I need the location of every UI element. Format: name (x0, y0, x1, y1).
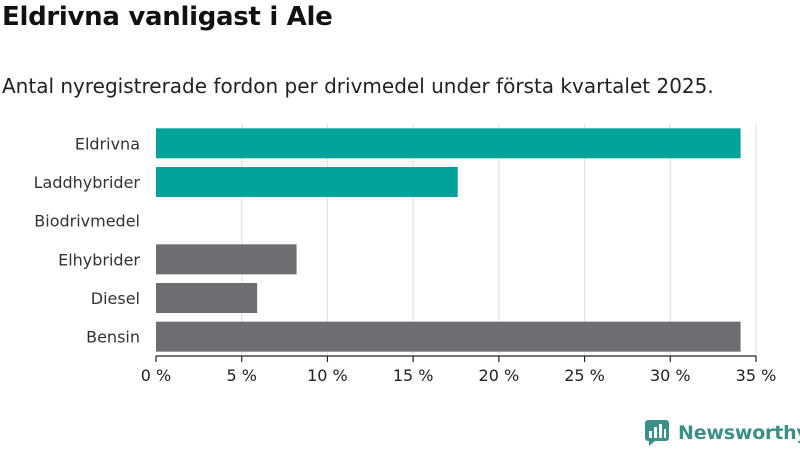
x-tick-label: 10 % (307, 366, 348, 385)
x-tick-label: 5 % (226, 366, 256, 385)
newsworthy-logo: Newsworthy (644, 419, 800, 447)
x-tick-label: 30 % (650, 366, 691, 385)
gridlines (241, 124, 757, 356)
brand-name: Newsworthy (678, 422, 800, 444)
chart-subtitle: Antal nyregistrerade fordon per drivmede… (2, 74, 714, 98)
bar (156, 283, 258, 313)
category-labels: Eldrivna Laddhybrider Biodrivmedel Elhybrid… (34, 134, 141, 346)
bar (156, 321, 741, 352)
category-label: Diesel (91, 289, 140, 308)
category-label: Elhybrider (58, 250, 140, 269)
bar (156, 128, 741, 159)
x-tick-label: 35 % (736, 366, 777, 385)
bar (156, 167, 458, 197)
x-tick-label: 15 % (393, 366, 434, 385)
category-label: Eldrivna (75, 134, 140, 153)
chart-title: Eldrivna vanligast i Ale (2, 2, 333, 32)
x-tick-label: 0 % (141, 366, 171, 385)
bar-chart: Eldrivna Laddhybrider Biodrivmedel Elhybrid… (34, 124, 777, 385)
category-label: Bensin (86, 328, 140, 347)
bars (156, 128, 741, 352)
newsworthy-logo-icon (645, 420, 669, 446)
category-label: Laddhybrider (34, 173, 141, 192)
bar (156, 244, 297, 275)
category-label: Biodrivmedel (34, 212, 140, 231)
x-tick-label: 20 % (479, 366, 520, 385)
x-axis: 0 % 5 % 10 % 15 % 20 % 25 % 30 % 35 % (141, 355, 777, 385)
x-tick-label: 25 % (564, 366, 605, 385)
